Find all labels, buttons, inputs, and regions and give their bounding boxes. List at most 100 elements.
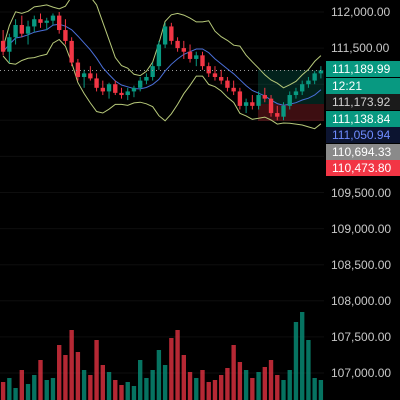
candle-body <box>63 30 68 41</box>
candle-body <box>138 80 143 88</box>
candle-body <box>100 87 105 92</box>
volume-bar <box>19 370 24 400</box>
volume-bar <box>262 367 267 400</box>
volume-bar <box>225 368 230 400</box>
moving-average-line <box>2 23 322 106</box>
volume-bar <box>194 378 199 400</box>
volume-bar <box>181 355 186 400</box>
volume-bar <box>287 370 292 400</box>
candle-body <box>144 76 149 81</box>
volume-bar <box>243 370 249 400</box>
candle-body <box>150 66 155 77</box>
candle-body <box>113 84 118 93</box>
y-tick-label: 108,500.00 <box>331 257 392 272</box>
candle-body <box>306 80 311 85</box>
y-tick-label: 107,000.00 <box>331 366 392 380</box>
candle-body <box>13 24 18 38</box>
candle-body <box>243 102 249 106</box>
volume-bar <box>138 360 143 400</box>
volume-bar <box>300 312 305 400</box>
volume-bar <box>131 386 137 400</box>
candle-body <box>194 55 199 59</box>
price-label: 111,050.94 <box>326 127 400 143</box>
grid-lines <box>0 11 324 374</box>
candle-body <box>75 62 81 77</box>
candle-body <box>0 40 6 52</box>
volume-bar <box>175 330 180 400</box>
volume-bar <box>293 322 299 400</box>
loss-zone <box>258 104 324 121</box>
volume-bar <box>156 350 162 400</box>
volume-bar <box>312 378 317 400</box>
candle-body <box>187 51 193 59</box>
candle-body <box>69 40 74 63</box>
candles[interactable] <box>0 12 324 121</box>
candle-body <box>81 73 87 77</box>
candle-body <box>281 105 286 117</box>
volume-bar <box>200 370 205 400</box>
volume-bar <box>38 360 43 400</box>
candle-body <box>7 37 12 52</box>
candle-body <box>318 70 324 74</box>
volume-bar <box>50 378 56 400</box>
candle-body <box>156 44 162 67</box>
candle-body <box>19 24 24 34</box>
indicator-lines <box>2 0 322 130</box>
candle-body <box>88 73 93 79</box>
candle-body <box>50 15 56 21</box>
candle-body <box>312 73 317 81</box>
candle-body <box>250 102 255 106</box>
volume-bar <box>13 388 18 400</box>
candle-body <box>212 73 218 77</box>
candle-body <box>181 48 186 52</box>
volume-bar <box>250 378 255 400</box>
y-tick-label: 107,500.00 <box>331 329 392 344</box>
volume-bar <box>81 370 87 400</box>
candle-body <box>162 26 168 45</box>
volume-bar <box>281 380 286 400</box>
volume-bar <box>57 345 62 400</box>
candle-body <box>225 80 230 88</box>
candle-body <box>300 84 305 92</box>
volume-bar <box>268 360 274 400</box>
volume-bar <box>44 380 49 400</box>
volume-bar <box>106 372 112 400</box>
volume-bar <box>169 338 174 400</box>
y-tick-label: 112,000.00 <box>331 5 391 19</box>
candle-body <box>25 26 31 34</box>
volume-bar <box>125 382 130 400</box>
candle-body <box>131 87 137 92</box>
volume-bar <box>100 365 105 400</box>
volume-bar <box>231 345 236 400</box>
y-tick-label: 109,000.00 <box>331 221 392 236</box>
candle-body <box>262 95 267 99</box>
y-tick-label: 111,500.00 <box>331 41 390 56</box>
volume-bar <box>187 372 193 400</box>
y-tick-label: 108,000.00 <box>331 293 392 308</box>
price-label: 12:21 <box>326 77 400 94</box>
candle-body <box>175 40 180 49</box>
price-label: 111,173.92 <box>326 94 400 110</box>
band-lower-line <box>2 38 322 130</box>
volume-bar <box>0 382 6 400</box>
price-label: 111,138.84 <box>326 110 400 127</box>
candle-body <box>32 19 37 27</box>
candle-body <box>57 15 62 31</box>
volume-bar <box>206 382 211 400</box>
volume-bar <box>162 365 168 400</box>
volume-bar <box>150 370 155 400</box>
candle-body <box>125 91 130 96</box>
volume-bar <box>113 380 118 400</box>
candle-body <box>106 84 112 92</box>
volume-bar <box>256 372 261 400</box>
volume-bars <box>0 312 324 400</box>
volume-bar <box>63 355 68 400</box>
candle-body <box>293 91 299 96</box>
price-label: 111,189.99 <box>326 61 400 77</box>
candle-body <box>256 95 261 106</box>
volume-bar <box>119 385 124 400</box>
volume-bar <box>237 362 243 400</box>
candle-body <box>231 87 236 92</box>
candle-body <box>44 20 49 23</box>
